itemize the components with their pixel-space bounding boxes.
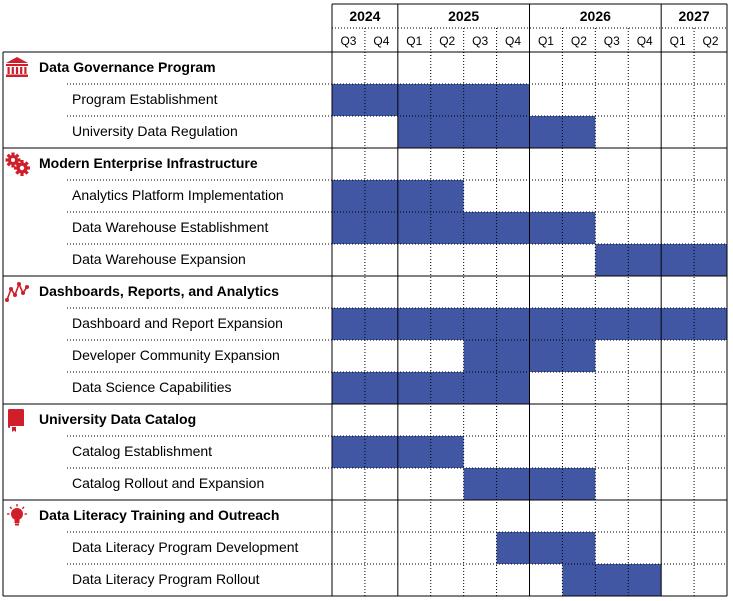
- task-name: Data Warehouse Establishment: [72, 219, 268, 235]
- quarter-label: Q1: [538, 34, 554, 48]
- book-icon: [8, 409, 24, 432]
- task-name: Catalog Rollout and Expansion: [72, 475, 264, 491]
- quarter-label: Q2: [703, 34, 719, 48]
- quarter-label: Q2: [571, 34, 587, 48]
- task-name: Catalog Establishment: [72, 443, 212, 459]
- group-title: Modern Enterprise Infrastructure: [39, 155, 258, 171]
- quarter-label: Q3: [472, 34, 488, 48]
- quarter-label: Q2: [439, 34, 455, 48]
- line-chart-icon: [5, 281, 29, 302]
- quarter-label: Q1: [670, 34, 686, 48]
- year-label: 2024: [349, 8, 380, 24]
- task-name: Data Literacy Program Development: [72, 539, 299, 555]
- group-title: Dashboards, Reports, and Analytics: [39, 283, 279, 299]
- task-bar: [496, 532, 596, 564]
- task-name: Data Warehouse Expansion: [72, 251, 246, 267]
- year-label: 2025: [448, 8, 479, 24]
- building-columns-icon: [6, 57, 28, 77]
- year-label: 2027: [679, 8, 710, 24]
- group-title: Data Literacy Training and Outreach: [39, 507, 279, 523]
- quarter-label: Q4: [505, 34, 521, 48]
- task-name: University Data Regulation: [72, 123, 238, 139]
- task-name: Data Science Capabilities: [72, 379, 232, 395]
- task-name: Data Literacy Program Rollout: [72, 571, 260, 587]
- quarter-label: Q4: [637, 34, 653, 48]
- quarter-label: Q4: [373, 34, 389, 48]
- task-name: Analytics Platform Implementation: [72, 187, 284, 203]
- quarter-label: Q3: [340, 34, 356, 48]
- task-bar: [397, 116, 596, 148]
- task-bar: [562, 564, 662, 596]
- task-name: Dashboard and Report Expansion: [72, 315, 283, 331]
- group-title: Data Governance Program: [39, 59, 216, 75]
- quarter-label: Q1: [406, 34, 422, 48]
- task-name: Developer Community Expansion: [72, 347, 280, 363]
- year-label: 2026: [580, 8, 611, 24]
- task-bar: [332, 212, 596, 244]
- task-name: Program Establishment: [72, 91, 218, 107]
- lightbulb-icon: [7, 504, 27, 526]
- gears-icon: [5, 152, 30, 176]
- group-title: University Data Catalog: [39, 411, 196, 427]
- quarter-label: Q3: [604, 34, 620, 48]
